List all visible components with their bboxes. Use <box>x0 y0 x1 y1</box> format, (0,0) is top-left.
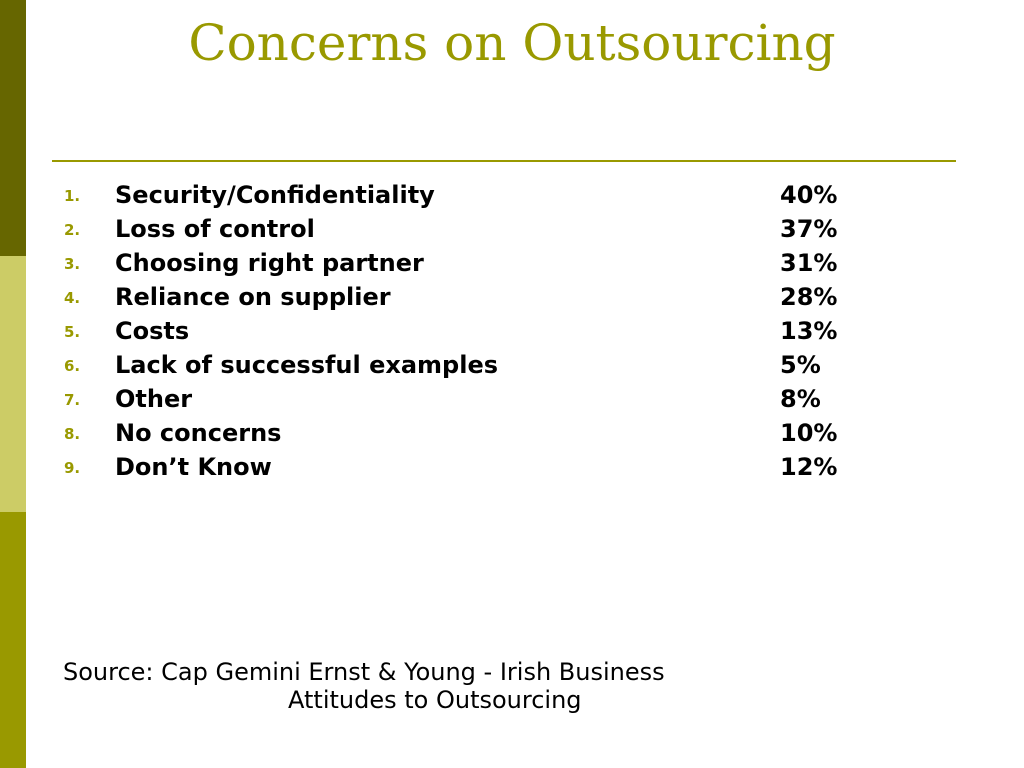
slide-title: Concerns on Outsourcing <box>188 14 836 72</box>
concern-percent: 31% <box>780 249 838 277</box>
concern-percent: 5% <box>780 351 821 379</box>
concern-label: Security/Confidentiality <box>115 181 435 209</box>
concern-label: No concerns <box>115 419 282 447</box>
concern-percent: 13% <box>780 317 838 345</box>
concern-number: 2. <box>64 221 81 239</box>
sidebar-segment-light <box>0 256 26 512</box>
source-line-1: Source: Cap Gemini Ernst & Young - Irish… <box>63 658 665 686</box>
source-citation: Source: Cap Gemini Ernst & Young - Irish… <box>63 658 863 714</box>
title-divider <box>52 160 956 162</box>
concern-percent: 37% <box>780 215 838 243</box>
concern-row: 4. Reliance on supplier 28% <box>60 280 880 314</box>
concern-percent: 8% <box>780 385 821 413</box>
concern-label: Choosing right partner <box>115 249 424 277</box>
concern-row: 8. No concerns 10% <box>60 416 880 450</box>
concern-percent: 28% <box>780 283 838 311</box>
concern-number: 7. <box>64 391 81 409</box>
sidebar-segment-mid <box>0 512 26 768</box>
concern-row: 5. Costs 13% <box>60 314 880 348</box>
concern-label: Costs <box>115 317 190 345</box>
concern-number: 3. <box>64 255 81 273</box>
concern-list: 1. Security/Confidentiality 40% 2. Loss … <box>60 178 880 484</box>
concern-number: 1. <box>64 187 81 205</box>
concern-label: Reliance on supplier <box>115 283 391 311</box>
concern-percent: 10% <box>780 419 838 447</box>
concern-row: 9. Don’t Know 12% <box>60 450 880 484</box>
concern-number: 4. <box>64 289 81 307</box>
concern-row: 6. Lack of successful examples 5% <box>60 348 880 382</box>
concern-row: 1. Security/Confidentiality 40% <box>60 178 880 212</box>
sidebar-decoration <box>0 0 26 768</box>
concern-number: 9. <box>64 459 81 477</box>
concern-number: 6. <box>64 357 81 375</box>
concern-label: Loss of control <box>115 215 315 243</box>
concern-number: 5. <box>64 323 81 341</box>
source-line-2: Attitudes to Outsourcing <box>288 686 582 714</box>
concern-percent: 40% <box>780 181 838 209</box>
concern-number: 8. <box>64 425 81 443</box>
concern-label: Don’t Know <box>115 453 272 481</box>
concern-label: Other <box>115 385 193 413</box>
sidebar-segment-dark <box>0 0 26 256</box>
concern-percent: 12% <box>780 453 838 481</box>
concern-row: 3. Choosing right partner 31% <box>60 246 880 280</box>
concern-label: Lack of successful examples <box>115 351 499 379</box>
concern-row: 7. Other 8% <box>60 382 880 416</box>
concern-row: 2. Loss of control 37% <box>60 212 880 246</box>
